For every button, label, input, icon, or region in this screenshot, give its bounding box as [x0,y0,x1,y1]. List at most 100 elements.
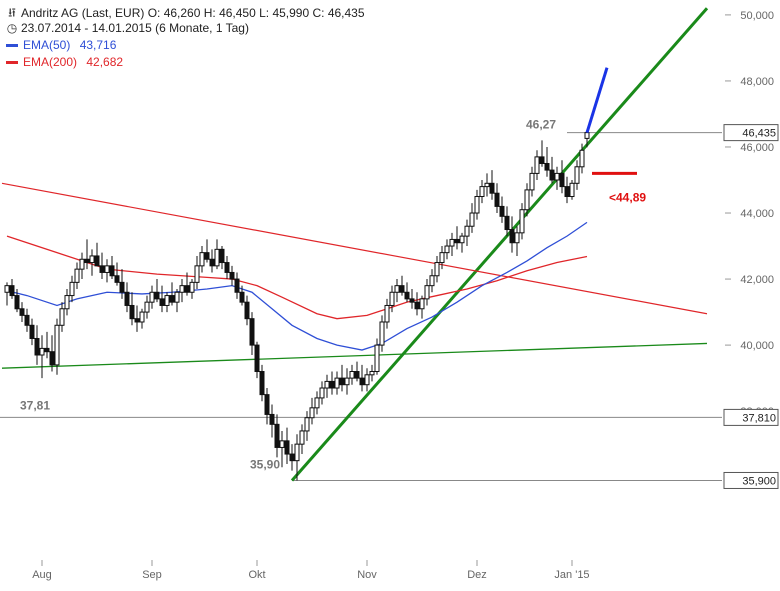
value-tag: 35,900 [742,475,776,487]
candle-body [169,295,175,303]
candle-body [459,235,465,244]
candle-body [359,377,365,386]
candle-body [484,182,490,188]
value-tag-box [723,124,779,142]
candle-body [189,281,195,293]
candle-body [54,324,60,366]
reference-label: 35,90 [250,457,280,471]
candle-body [254,344,260,373]
value-tag-box [723,471,779,489]
candle-body [469,212,475,227]
candle-body [524,189,530,211]
candle-body [369,371,375,376]
candle-body [194,265,200,283]
candle-body [584,132,590,139]
ema200-label: EMA(200) [23,55,78,69]
candle-body [554,172,560,181]
candle-body [324,380,330,389]
candle-body [19,308,25,316]
candle-body [99,265,105,273]
value-tag-box [723,408,779,426]
candle-body [474,196,480,214]
candle-body [229,271,235,280]
candle-body [9,285,15,297]
candle-body [159,298,165,306]
candle-body [464,225,470,237]
candle-body [119,281,125,293]
candle-body [384,304,390,323]
value-tag: 37,810 [742,412,776,424]
y-tick-label: 40,000 [740,340,774,352]
candle-body [84,258,90,264]
y-tick-label: 46,000 [740,142,774,154]
candle-body [24,314,30,326]
reference-label: 46,27 [526,118,556,132]
candle-body [429,275,435,287]
y-tick-label: 50,000 [740,10,774,22]
legend-ema50: EMA(50) 43,716 [6,38,116,52]
candle-body [504,215,510,231]
ema200-value: 42,682 [86,55,124,69]
candle-body [104,265,110,273]
candle-body [364,374,370,386]
x-tick-label: Okt [248,569,265,581]
legend-ema200: EMA(200) 42,682 [6,55,123,69]
y-tick-label: 44,000 [740,208,774,220]
chart-type-icon: ⭿ [8,6,16,20]
candle-body [219,248,225,264]
candle-body [444,245,450,254]
candle-body [279,440,285,448]
candle-body [44,347,50,353]
candle-body [199,252,205,267]
x-tick-label: Sep [142,569,162,581]
candle-body [184,285,190,293]
candle-body [144,301,150,313]
value-tag: 46,435 [742,128,776,140]
candle-body [139,311,145,323]
trendline [290,7,709,482]
x-tick-label: Jan '15 [554,569,589,581]
candle-body [434,262,440,277]
candle-body [299,430,305,445]
candle-body [234,278,240,293]
trendline [1,342,708,369]
candle-body [309,407,315,419]
projection-line [585,67,609,134]
candle-body [579,149,585,168]
date-range-row: ◷ 23.07.2014 - 14.01.2015 (6 Monate, 1 Ta… [6,21,249,35]
clock-icon: ◷ [6,21,18,35]
candle-body [514,232,520,244]
candle-body [339,377,345,386]
candle-body [289,453,295,462]
candle-body [79,258,85,270]
candle-body [454,238,460,244]
candle-body [374,344,380,373]
candle-body [494,192,500,207]
candle-body [414,301,420,310]
ema50-swatch [6,44,18,48]
candle-body [529,172,535,191]
candle-body [4,285,10,293]
candle-body [344,377,350,386]
candle-body [69,281,75,297]
candle-body [399,285,405,293]
candle-body [29,324,35,339]
chart-title: Andritz AG (Last, EUR) O: 46,260 H: 46,4… [21,6,365,20]
candle-body [154,291,160,300]
candle-body [489,182,495,194]
date-range: 23.07.2014 - 14.01.2015 (6 Monate, 1 Tag… [21,21,249,35]
candle-body [49,351,55,366]
candle-body [274,423,280,448]
candle-body [479,186,485,198]
candle-body [509,229,515,244]
candle-body [59,308,65,326]
candle-body [264,394,270,415]
candle-body [239,291,245,303]
candle-body [574,166,580,184]
candle-body [424,285,430,300]
ema50-value: 43,716 [79,38,117,52]
candle-body [449,238,455,247]
candle-body [34,337,40,356]
